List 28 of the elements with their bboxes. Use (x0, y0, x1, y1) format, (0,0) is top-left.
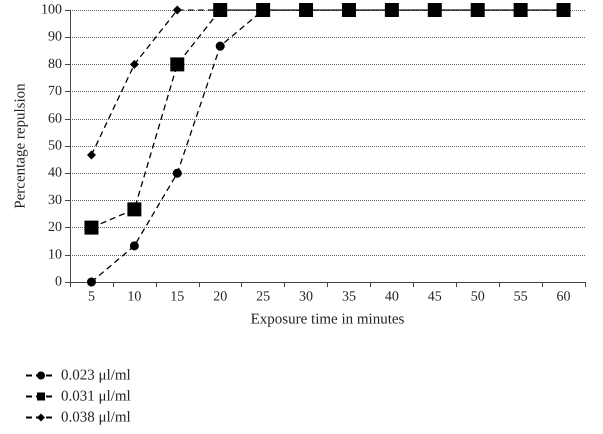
y-tick-label: 30 (48, 192, 62, 208)
y-tick-label: 70 (48, 84, 62, 100)
x-tick-label: 25 (256, 290, 270, 304)
legend-label: 0.023 μl/ml (61, 368, 131, 384)
y-tick-label: 10 (48, 247, 62, 262)
legend-label: 0.031 μl/ml (61, 388, 131, 404)
x-tick-label: 10 (127, 290, 142, 304)
y-tick-label: 100 (41, 2, 62, 18)
x-tick-label: 35 (342, 290, 356, 304)
x-tick-label: 30 (299, 290, 314, 304)
y-tick-label: 0 (55, 274, 62, 290)
x-tick-label: 60 (556, 290, 571, 304)
x-tick-label: 40 (384, 290, 399, 304)
legend-label: 0.038 μl/ml (61, 410, 131, 426)
x-tick-label: 5 (88, 290, 95, 304)
x-tick-label: 55 (514, 290, 528, 304)
y-tick-label: 90 (48, 30, 62, 45)
y-axis-title: Percentage repulsion (12, 82, 28, 209)
y-tick-label: 80 (48, 56, 62, 72)
x-tick-label: 20 (213, 290, 228, 304)
y-tick-label: 60 (48, 111, 62, 126)
x-tick-label: 45 (428, 290, 442, 304)
y-tick-label: 50 (48, 138, 62, 154)
y-tick-label: 40 (48, 166, 62, 181)
y-tick-label: 20 (48, 220, 62, 236)
x-axis-title: Exposure time in minutes (250, 312, 405, 328)
x-tick-label: 15 (170, 290, 184, 304)
x-tick-label: 50 (470, 290, 485, 304)
